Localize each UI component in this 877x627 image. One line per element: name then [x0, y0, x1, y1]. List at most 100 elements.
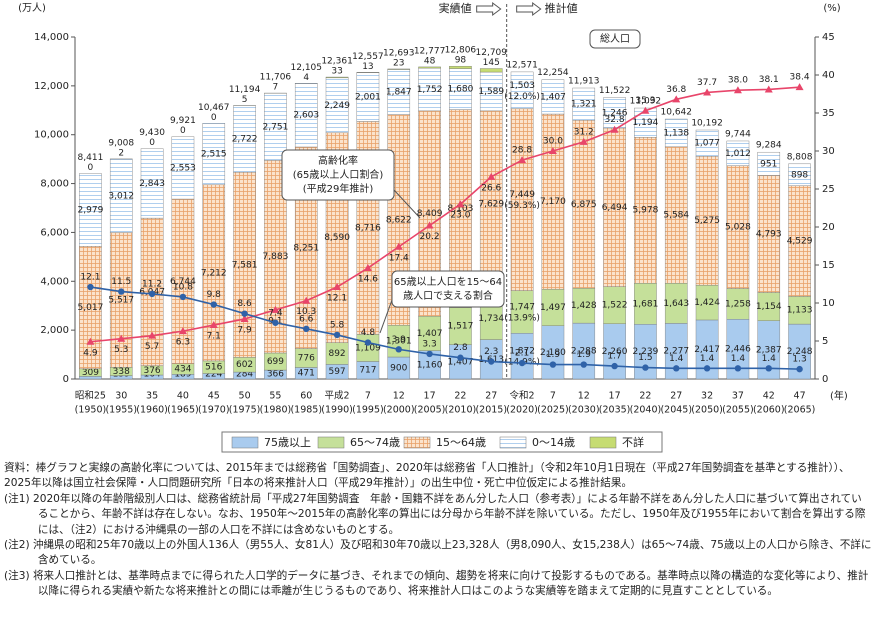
x-tick-sublabel: (1985) — [290, 405, 322, 416]
x-tick-sublabel: (2040) — [630, 405, 662, 416]
bar-segment — [479, 68, 503, 73]
point — [488, 358, 495, 365]
legend-label: 0～14歳 — [532, 436, 575, 449]
point-label: 4.9 — [83, 348, 98, 358]
x-tick-sublabel: (2055) — [722, 405, 754, 416]
point-label: 1.4 — [700, 354, 715, 364]
point-label: 1.4 — [669, 354, 684, 364]
chart: (万人) (%) (年) 0 2,000 4,000 6,000 8,000 10,000… — [18, 1, 848, 453]
point — [179, 293, 187, 301]
point — [210, 301, 217, 308]
value-label: 4,793 — [756, 229, 782, 239]
point-label: 5.7 — [145, 342, 159, 352]
bar-segment — [79, 173, 102, 247]
point-label: 38.4 — [790, 73, 810, 83]
callout-box — [281, 149, 395, 201]
x-tick-sublabel: (1950) — [75, 405, 107, 416]
point — [765, 365, 772, 372]
point-label: 11.5 — [111, 277, 131, 287]
value-label: 8,251 — [293, 243, 319, 253]
x-tick-label: 42 — [763, 391, 775, 402]
callout-text: (65歳以上人口割合) — [293, 168, 384, 181]
value-label: 1,258 — [725, 299, 751, 309]
x-tick-sublabel: (1980) — [260, 405, 292, 416]
note: (注2) 沖縄県の昭和25年70歳以上の外国人136人（男55人、女81人）及び… — [4, 539, 872, 567]
y2-tick-label: 35 — [822, 108, 835, 119]
total-label: 10,192 — [691, 119, 723, 129]
x-tick-label: 7 — [550, 391, 556, 402]
value-label: 8,622 — [386, 215, 412, 225]
point — [579, 137, 588, 145]
y2-tick-label: 20 — [822, 222, 835, 233]
value-label: 1,301 — [386, 337, 412, 347]
share-label: (59.3%) — [504, 201, 540, 211]
point-label: 31.2 — [574, 127, 594, 137]
bar-segment — [510, 71, 534, 109]
y2-tick-label: 45 — [822, 32, 835, 43]
value-label: 7 — [273, 83, 279, 93]
x-tick-label: 7 — [365, 391, 371, 402]
value-label: 1,503 — [509, 81, 535, 91]
value-label: 4,529 — [787, 237, 813, 247]
legend-swatch — [589, 436, 617, 449]
value-label: 5,028 — [725, 223, 751, 233]
value-label: 1,497 — [540, 303, 566, 313]
arrow — [476, 2, 502, 16]
x-tick-label: 32 — [701, 391, 713, 402]
x-tick-sublabel: (2050) — [691, 405, 723, 416]
value-label: 1,428 — [571, 301, 597, 311]
point — [271, 305, 280, 313]
point — [764, 85, 773, 93]
value-label: 1,589 — [478, 87, 504, 97]
value-label: 1,847 — [386, 88, 412, 98]
point-label: 14.6 — [358, 275, 378, 285]
point-label: 7.4 — [268, 308, 283, 318]
value-label: 776 — [298, 354, 315, 364]
total-label: 9,284 — [756, 141, 782, 151]
value-label: 0 — [149, 138, 155, 148]
point-label: 36.8 — [666, 85, 686, 95]
point — [272, 319, 279, 326]
value-label: 7,212 — [201, 268, 227, 278]
x-tick-sublabel: (1965) — [167, 405, 199, 416]
total-label: 12,693 — [383, 48, 415, 58]
period-label: 推計値 — [545, 1, 578, 15]
x-tick-label: 12 — [393, 391, 405, 402]
value-label: 8,716 — [355, 223, 381, 233]
x-tick-label: 27 — [670, 391, 682, 402]
point — [363, 264, 372, 272]
point-label: 12.1 — [327, 294, 347, 304]
bar-segment — [449, 65, 472, 69]
total-label: 12,806 — [445, 46, 477, 56]
point — [703, 365, 711, 372]
point — [395, 346, 402, 353]
total-label: 12,571 — [506, 60, 538, 70]
value-label: 3,012 — [108, 191, 134, 201]
point — [672, 95, 681, 103]
x-tick-sublabel: (1955) — [105, 405, 137, 416]
value-label: 2,515 — [201, 150, 227, 160]
value-label: 2,260 — [602, 347, 628, 357]
total-label: 11,092 — [630, 97, 662, 107]
legend-swatch — [499, 436, 527, 449]
x-tick-sublabel: (1970) — [198, 405, 230, 416]
value-label: 6,875 — [571, 200, 597, 210]
legend-label: 65～74歳 — [350, 436, 400, 449]
total-label: 8,411 — [78, 153, 104, 163]
point — [549, 361, 557, 368]
y-tick-label: 14,000 — [34, 32, 69, 43]
bar-segment — [387, 68, 411, 70]
value-label: 900 — [390, 364, 407, 374]
arrow — [516, 2, 542, 16]
y2-tick-label: 30 — [822, 146, 835, 157]
point-label: 11.2 — [142, 279, 162, 289]
value-label: 1,246 — [602, 108, 628, 118]
value-label: 1,522 — [602, 301, 628, 311]
legend-label: 75歳以上 — [264, 436, 311, 449]
value-label: 4 — [303, 73, 309, 83]
point — [518, 156, 527, 164]
value-label: 338 — [113, 367, 130, 377]
x-tick-sublabel: (2000) — [383, 405, 415, 416]
value-label: 1,407 — [448, 357, 474, 367]
y2-tick-label: 25 — [822, 184, 835, 195]
